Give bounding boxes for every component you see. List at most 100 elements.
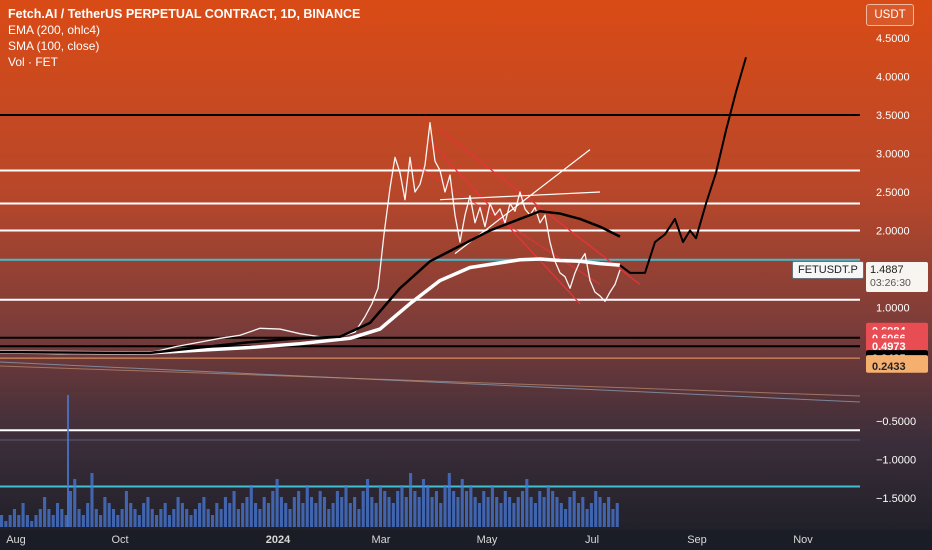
volume-bar xyxy=(236,509,240,527)
channel-line[interactable] xyxy=(439,129,641,285)
time-axis[interactable]: Aug Oct 2024 Mar May Jul Sep Nov xyxy=(0,530,932,550)
volume-bar xyxy=(103,497,107,527)
volume-bar xyxy=(564,509,568,527)
x-tick-label: Jul xyxy=(585,534,599,546)
volume-bar xyxy=(542,497,546,527)
volume-bar xyxy=(133,509,137,527)
volume-bar xyxy=(25,515,29,527)
last-price: 1.4887 xyxy=(870,264,904,276)
volume-bar xyxy=(262,497,266,527)
legend-sma[interactable]: SMA (100, close) xyxy=(8,39,100,53)
volume-bar xyxy=(335,491,339,527)
volume-bar xyxy=(254,503,258,527)
volume-bar xyxy=(245,497,249,527)
legend-title[interactable]: Fetch.AI / TetherUS PERPETUAL CONTRACT, … xyxy=(8,7,361,21)
volume-bar xyxy=(301,503,305,527)
y-tick-label: 4.5000 xyxy=(876,33,910,45)
volume-bar xyxy=(38,509,42,527)
y-tick-label: 3.0000 xyxy=(876,149,910,161)
series-line[interactable] xyxy=(0,122,621,355)
volume-bar xyxy=(559,503,563,527)
volume-bar xyxy=(525,479,529,527)
volume-bar xyxy=(172,509,176,527)
volume-bar xyxy=(572,491,576,527)
volume-bar xyxy=(17,515,21,527)
volume-bar xyxy=(598,497,602,527)
volume-bar xyxy=(167,515,172,527)
legend-volume[interactable]: Vol · FET xyxy=(8,55,59,69)
volume-bar xyxy=(111,509,116,527)
volume-bar xyxy=(284,503,288,527)
volume-bar xyxy=(137,515,141,527)
x-tick-label: Sep xyxy=(687,534,707,546)
volume-bar xyxy=(275,479,279,527)
volume-bar xyxy=(473,497,477,527)
volume-bar xyxy=(404,497,408,527)
volume-bar xyxy=(607,497,611,527)
volume-bar xyxy=(47,509,51,527)
volume-bar xyxy=(223,497,227,527)
volume-bar xyxy=(443,485,447,527)
volume-bar xyxy=(279,497,283,527)
fan-line[interactable] xyxy=(439,191,601,201)
volume-bar xyxy=(322,497,327,527)
volume-bar xyxy=(77,509,81,527)
volume-bar xyxy=(555,497,559,527)
currency-button[interactable]: USDT xyxy=(866,4,914,26)
legend-ema[interactable]: EMA (200, ohlc4) xyxy=(8,23,101,37)
volume-bar xyxy=(469,485,473,527)
volume-bar xyxy=(55,503,60,527)
volume-bar xyxy=(60,509,64,527)
x-tick-label: Mar xyxy=(372,534,391,546)
volume-bar xyxy=(391,503,395,527)
volume-bar xyxy=(490,485,494,527)
volume-bar xyxy=(142,503,146,527)
volume-bar xyxy=(508,497,512,527)
series-line[interactable] xyxy=(0,210,621,355)
volume-bar xyxy=(193,509,197,527)
volume-bar xyxy=(146,497,150,527)
trend-line[interactable] xyxy=(0,361,861,403)
volume-bar xyxy=(12,509,17,527)
price-axis[interactable]: 4.50004.00003.50003.00002.50002.00001.50… xyxy=(866,33,928,505)
volume-bar xyxy=(305,485,309,527)
volume-bar xyxy=(520,491,525,527)
volume-bar xyxy=(210,515,215,527)
volume-bar xyxy=(585,509,589,527)
y-tick-label: −1.5000 xyxy=(876,493,916,505)
volume-bar xyxy=(611,509,615,527)
volume-bar xyxy=(314,503,318,527)
volume-bar xyxy=(378,485,382,527)
volume-bar xyxy=(439,503,443,527)
price-label-box xyxy=(866,338,928,354)
volume-bar xyxy=(310,497,314,527)
volume-bar xyxy=(357,509,361,527)
series-line[interactable] xyxy=(619,56,747,274)
volume-bar xyxy=(400,485,404,527)
volume-bar xyxy=(396,491,400,527)
volume-bar xyxy=(43,497,47,527)
volume-bar xyxy=(365,479,370,527)
volume-bar xyxy=(594,491,598,527)
series-line[interactable] xyxy=(0,257,621,355)
trend-line[interactable] xyxy=(0,365,861,397)
volume-bar xyxy=(159,509,163,527)
volume-bar xyxy=(86,503,90,527)
volume-bar xyxy=(116,515,120,527)
volume-bar xyxy=(477,503,482,527)
volume-bar xyxy=(327,509,331,527)
volume-bar xyxy=(155,515,159,527)
volume-bar xyxy=(185,509,189,527)
volume-bar xyxy=(529,497,533,527)
volume-bar xyxy=(465,491,469,527)
volume-bar xyxy=(447,473,451,527)
volume-bar xyxy=(215,503,219,527)
volume-bar xyxy=(206,509,210,527)
volume-bar xyxy=(417,497,421,527)
x-tick-label: Aug xyxy=(6,534,26,546)
volume-bar xyxy=(163,503,167,527)
volume-bar xyxy=(409,473,413,527)
